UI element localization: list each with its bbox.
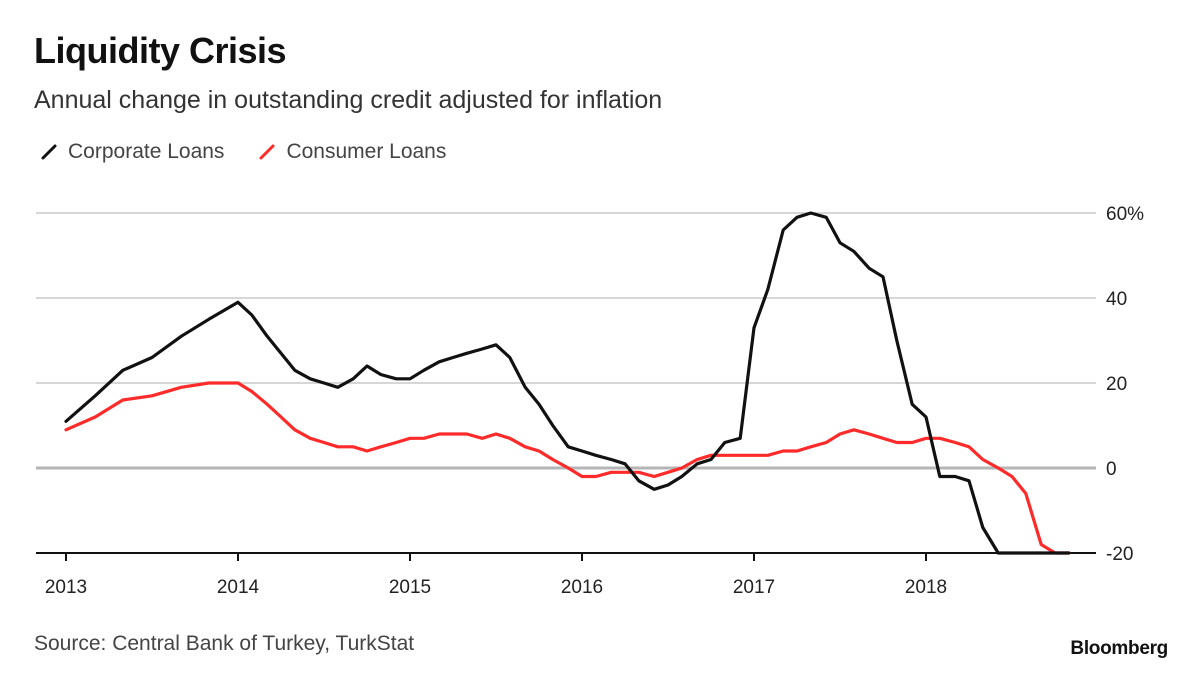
legend-item-corporate: Corporate Loans <box>40 140 224 164</box>
legend-swatch-consumer <box>259 144 275 160</box>
x-tick-label-3: 2016 <box>561 577 603 598</box>
source-note: Source: Central Bank of Turkey, TurkStat <box>34 632 415 655</box>
x-tick-label-4: 2017 <box>733 577 775 598</box>
y-tick-label-2: 20 <box>1106 374 1127 395</box>
series-line-consumer <box>64 381 1071 555</box>
series-line-corporate <box>64 211 1071 555</box>
y-tick-label-0: 60% <box>1106 204 1144 225</box>
chart-title: Liquidity Crisis <box>34 30 287 71</box>
legend-label-corporate: Corporate Loans <box>68 140 225 163</box>
y-tick-label-1: 40 <box>1106 289 1127 310</box>
x-tick-label-5: 2018 <box>905 577 947 598</box>
x-tick-label-0: 2013 <box>45 577 87 598</box>
chart-subtitle: Annual change in outstanding credit adju… <box>34 86 663 114</box>
brand-logo: Bloomberg <box>1070 638 1168 659</box>
x-tick-label-2: 2015 <box>389 577 431 598</box>
legend-item-consumer: Consumer Loans <box>258 140 446 164</box>
legend-swatch-corporate <box>41 144 57 160</box>
legend: Corporate Loans Consumer Loans <box>40 140 480 164</box>
legend-label-consumer: Consumer Loans <box>286 140 447 163</box>
x-tick-label-1: 2014 <box>217 577 260 598</box>
y-tick-label-4: -20 <box>1106 544 1133 565</box>
y-tick-label-3: 0 <box>1106 459 1117 480</box>
